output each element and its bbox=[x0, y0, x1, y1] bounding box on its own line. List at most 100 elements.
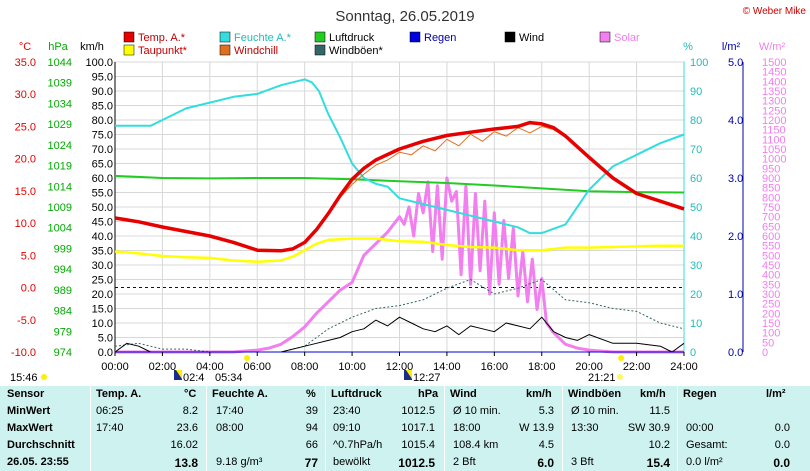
chart-legend: Temp. A.*Taupunkt* Feuchte A.*Windchill Lu… bbox=[123, 31, 640, 57]
x-tick-label: 14:00 bbox=[433, 361, 461, 373]
tick-label-press: 1029 bbox=[48, 119, 72, 131]
tick-label-temp: -5.0 bbox=[17, 315, 36, 327]
tick-label-solar: 800 bbox=[762, 192, 780, 204]
moon-set-label: 02:4 bbox=[183, 372, 204, 384]
table-cell-label: 26.05. 23:55 bbox=[7, 456, 69, 468]
table-row: Durchschnitt 16.02 66 ^0.7hPa/h 1015.4 108.4 … bbox=[0, 437, 810, 454]
table-cell-press-time: ^0.7hPa/h bbox=[333, 439, 383, 451]
legend-label: Taupunkt* bbox=[138, 45, 188, 57]
table-cell-hum-val: 66 bbox=[305, 439, 318, 451]
axis-unit-solar: W/m² bbox=[759, 41, 786, 53]
tick-label-solar: 900 bbox=[762, 173, 780, 185]
table-cell-temp-val: 23.6 bbox=[176, 422, 198, 434]
tick-label-solar: 550 bbox=[762, 241, 780, 253]
tick-label-wind: 60.0 bbox=[92, 173, 113, 185]
header-pressure-unit: hPa bbox=[418, 388, 439, 400]
series-line-tempa bbox=[114, 120, 685, 253]
x-tick-label: 00:00 bbox=[101, 361, 129, 373]
sunset-icon bbox=[618, 355, 625, 361]
axis-unit-hum: % bbox=[683, 41, 693, 53]
sunset-label: 21:21 bbox=[588, 372, 616, 384]
table-row: 26.05. 23:55 13.8 9.18 g/m³ 77 bewölkt 1012.5… bbox=[0, 454, 810, 471]
tick-label-wind: 30.0 bbox=[92, 260, 113, 272]
legend-swatch bbox=[314, 44, 326, 56]
x-tick-label: 06:00 bbox=[243, 361, 271, 373]
copyright-label: © Weber Mike bbox=[743, 6, 807, 17]
x-tick-label: 18:00 bbox=[528, 361, 556, 373]
legend-label: Luftdruck bbox=[329, 32, 375, 44]
sun-dot-icon-2 bbox=[617, 374, 623, 380]
moon-rise-label: 15:46 bbox=[10, 372, 38, 384]
table-cell-press-val: 1017.1 bbox=[401, 422, 435, 434]
tick-label-wind: 95.0 bbox=[92, 72, 113, 84]
tick-label-press: 989 bbox=[54, 285, 72, 297]
tick-label-wind: 5.0 bbox=[98, 333, 113, 345]
tick-label-solar: 1200 bbox=[762, 115, 786, 127]
table-cell-press-time: 23:40 bbox=[333, 405, 361, 417]
tick-label-solar: 100 bbox=[762, 328, 780, 340]
legend-swatch bbox=[219, 44, 231, 56]
header-rain-unit: l/m² bbox=[766, 388, 786, 400]
tick-label-wind: 65.0 bbox=[92, 159, 113, 171]
tick-label-wind: 0.0 bbox=[98, 347, 113, 359]
axis-unit-press: hPa bbox=[48, 41, 68, 53]
tick-label-wind: 90.0 bbox=[92, 86, 113, 98]
tick-label-solar: 1250 bbox=[762, 105, 786, 117]
tick-label-wind: 50.0 bbox=[92, 202, 113, 214]
tick-label-solar: 650 bbox=[762, 221, 780, 233]
sunrise-icon bbox=[244, 355, 251, 361]
tick-label-solar: 950 bbox=[762, 163, 780, 175]
tick-label-hum: 70 bbox=[690, 144, 702, 156]
x-tick-label: 16:00 bbox=[481, 361, 509, 373]
tick-label-solar: 200 bbox=[762, 308, 780, 320]
table-cell-rain-desc: 0.0 l/m² bbox=[686, 456, 723, 468]
tick-label-temp: 35.0 bbox=[15, 57, 36, 69]
tick-label-solar: 300 bbox=[762, 289, 780, 301]
table-cell-wind-val: W 13.9 bbox=[519, 422, 554, 434]
tick-label-wind: 20.0 bbox=[92, 289, 113, 301]
tick-label-wind: 15.0 bbox=[92, 304, 113, 316]
axis-unit-rain: l/m² bbox=[722, 41, 741, 53]
chart-title: Sonntag, 26.05.2019 bbox=[335, 8, 474, 25]
table-cell-gust-val: 10.2 bbox=[648, 439, 670, 451]
legend-swatch bbox=[409, 31, 421, 43]
series-line-solar bbox=[115, 176, 684, 354]
moon-icon-2 bbox=[404, 370, 412, 380]
tick-label-wind: 10.0 bbox=[92, 318, 113, 330]
table-cell-wind-desc: 18:00 bbox=[453, 422, 481, 434]
tick-label-hum: 10 bbox=[690, 318, 702, 330]
table-cell-rain-desc: 00:00 bbox=[686, 422, 714, 434]
tick-label-temp: 25.0 bbox=[15, 121, 36, 133]
x-tick-label: 20:00 bbox=[575, 361, 603, 373]
tick-label-wind: 45.0 bbox=[92, 217, 113, 229]
axis-unit-temp: °C bbox=[19, 41, 31, 53]
tick-label-solar: 1100 bbox=[762, 134, 786, 146]
x-tick-label: 02:00 bbox=[149, 361, 177, 373]
table-cell-rain-val: 0.0 bbox=[774, 439, 790, 451]
header-gust-unit: km/h bbox=[640, 388, 666, 400]
tick-label-temp: 15.0 bbox=[15, 186, 36, 198]
table-cell-temp-time: 17:40 bbox=[96, 422, 124, 434]
tick-label-wind: 75.0 bbox=[92, 130, 113, 142]
table-header-row: Sensor Temp. A. °C Feuchte A. % Luftdruc… bbox=[0, 386, 810, 403]
sun-dot-icon bbox=[41, 374, 47, 380]
tick-label-rain: 5.0 bbox=[728, 57, 743, 69]
tick-label-press: 984 bbox=[54, 306, 72, 318]
table-cell-wind-val: 5.3 bbox=[538, 405, 554, 417]
tick-label-solar: 1450 bbox=[762, 67, 786, 79]
tick-label-solar: 500 bbox=[762, 250, 780, 262]
tick-label-temp: 5.0 bbox=[21, 250, 36, 262]
table-cell-label: Durchschnitt bbox=[7, 439, 75, 451]
tick-label-rain: 2.0 bbox=[728, 231, 743, 243]
tick-label-rain: 4.0 bbox=[728, 115, 743, 127]
weather-chart: Sonntag, 26.05.2019 © Weber Mike Temp. A… bbox=[10, 6, 807, 384]
legend-swatch bbox=[123, 44, 135, 56]
moon-phase-icon-2 bbox=[406, 370, 412, 379]
table-cell-hum-time: 17:40 bbox=[216, 405, 244, 417]
table-cell-hum-val: 94 bbox=[305, 422, 318, 434]
tick-label-wind: 40.0 bbox=[92, 231, 113, 243]
sun-moon-row: 15:46 02:4 05:34 12:27 21:21 bbox=[10, 355, 625, 384]
x-tick-label: 22:00 bbox=[623, 361, 651, 373]
tick-label-press: 1039 bbox=[48, 78, 72, 90]
sunrise-label: 05:34 bbox=[215, 372, 243, 384]
